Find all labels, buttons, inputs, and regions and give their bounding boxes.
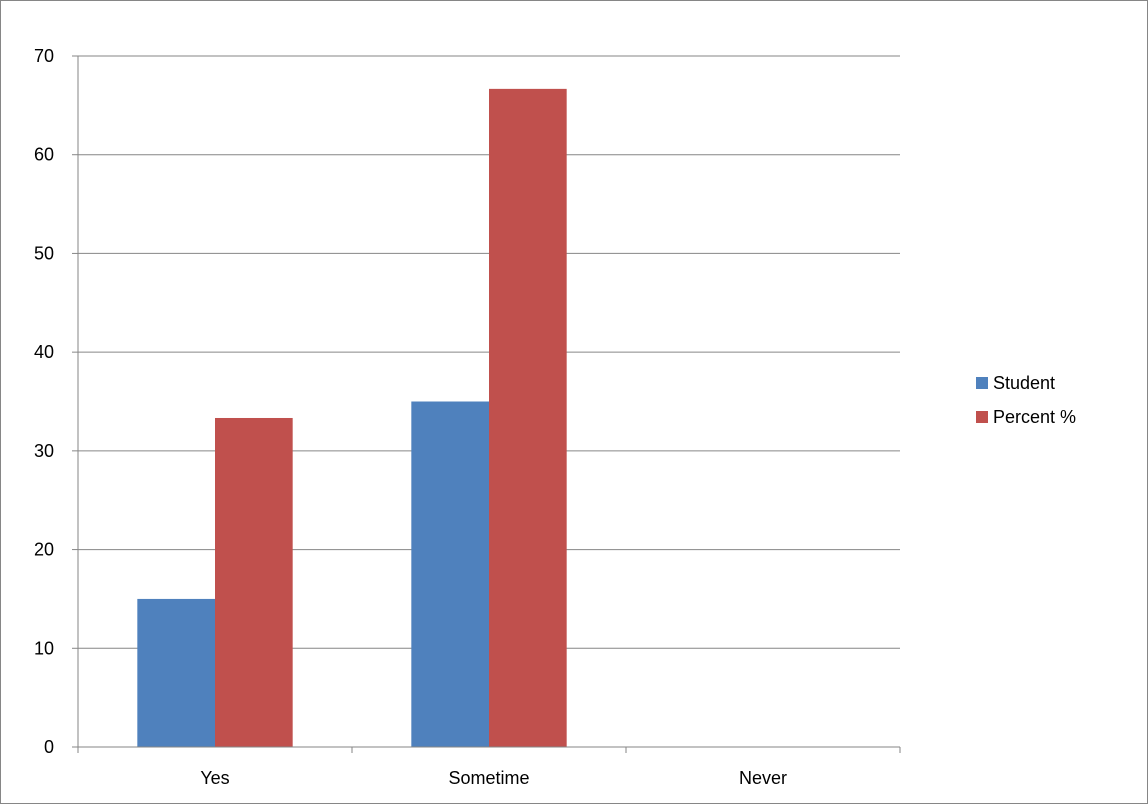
y-tick-label: 0	[44, 737, 54, 757]
bar-percent-yes	[215, 417, 293, 747]
y-tick-label: 50	[34, 243, 54, 263]
legend-label: Percent %	[993, 407, 1076, 427]
y-tick-label: 20	[34, 540, 54, 560]
bars	[137, 88, 567, 748]
bar-percent-sometime	[489, 88, 567, 748]
x-tick-label: Sometime	[448, 768, 529, 788]
y-tick-label: 10	[34, 638, 54, 658]
y-tick-label: 30	[34, 441, 54, 461]
x-tick-label: Yes	[200, 768, 229, 788]
y-tick-label: 60	[34, 145, 54, 165]
y-tick-label: 40	[34, 342, 54, 362]
legend-swatch	[976, 377, 988, 389]
legend-swatch	[976, 411, 988, 423]
legend: Student Percent %	[976, 373, 1076, 427]
y-tick-label: 70	[34, 46, 54, 66]
legend-label: Student	[993, 373, 1055, 393]
axes: 0 10 20 30 40 50 60 70 Yes Sometime Never	[34, 46, 901, 788]
bar-student-sometime	[411, 401, 489, 747]
x-tick-label: Never	[739, 768, 787, 788]
bar-student-yes	[137, 598, 215, 747]
